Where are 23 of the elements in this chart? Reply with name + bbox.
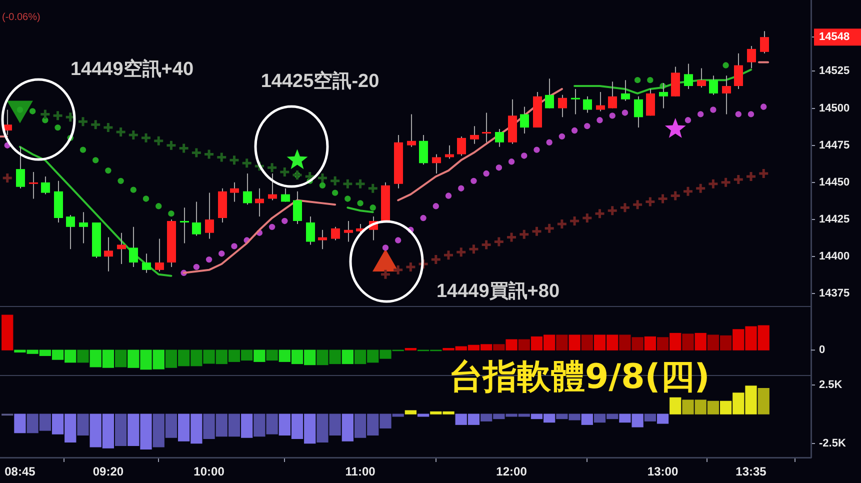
annotation: 台指軟體9/8(四) <box>449 357 710 398</box>
y-tick-label: 14375 <box>819 288 850 300</box>
x-tick-label: 08:45 <box>4 464 36 479</box>
y-tick-label: 14475 <box>819 139 850 152</box>
y-tick-label: 14425 <box>819 214 850 226</box>
x-tick-label: 11:00 <box>345 464 376 479</box>
annotation: 14449買訊+80 <box>436 280 560 302</box>
annotation: 14449空訊+40 <box>70 58 194 80</box>
y-tick-label: 14450 <box>819 176 850 188</box>
y-tick-label: 14500 <box>819 102 850 114</box>
x-tick-label: 13:35 <box>736 464 767 479</box>
x-tick-label: 13:00 <box>647 464 678 479</box>
annotation: (-0.06%) <box>2 12 40 23</box>
y-tick-label: 2.5K <box>819 378 842 391</box>
y-tick-label: 14525 <box>819 65 850 78</box>
y-tick-label: 14400 <box>819 250 850 263</box>
annotation: 14425空訊-20 <box>260 70 380 92</box>
y-tick-label: -2.5K <box>819 437 846 450</box>
x-tick-label: 09:20 <box>92 464 124 479</box>
x-tick-label: 12:00 <box>496 464 528 479</box>
x-tick-label: 10:00 <box>194 464 225 479</box>
ref-line-label: 0 <box>819 344 826 356</box>
y-tick-label: 14548 <box>819 31 850 44</box>
